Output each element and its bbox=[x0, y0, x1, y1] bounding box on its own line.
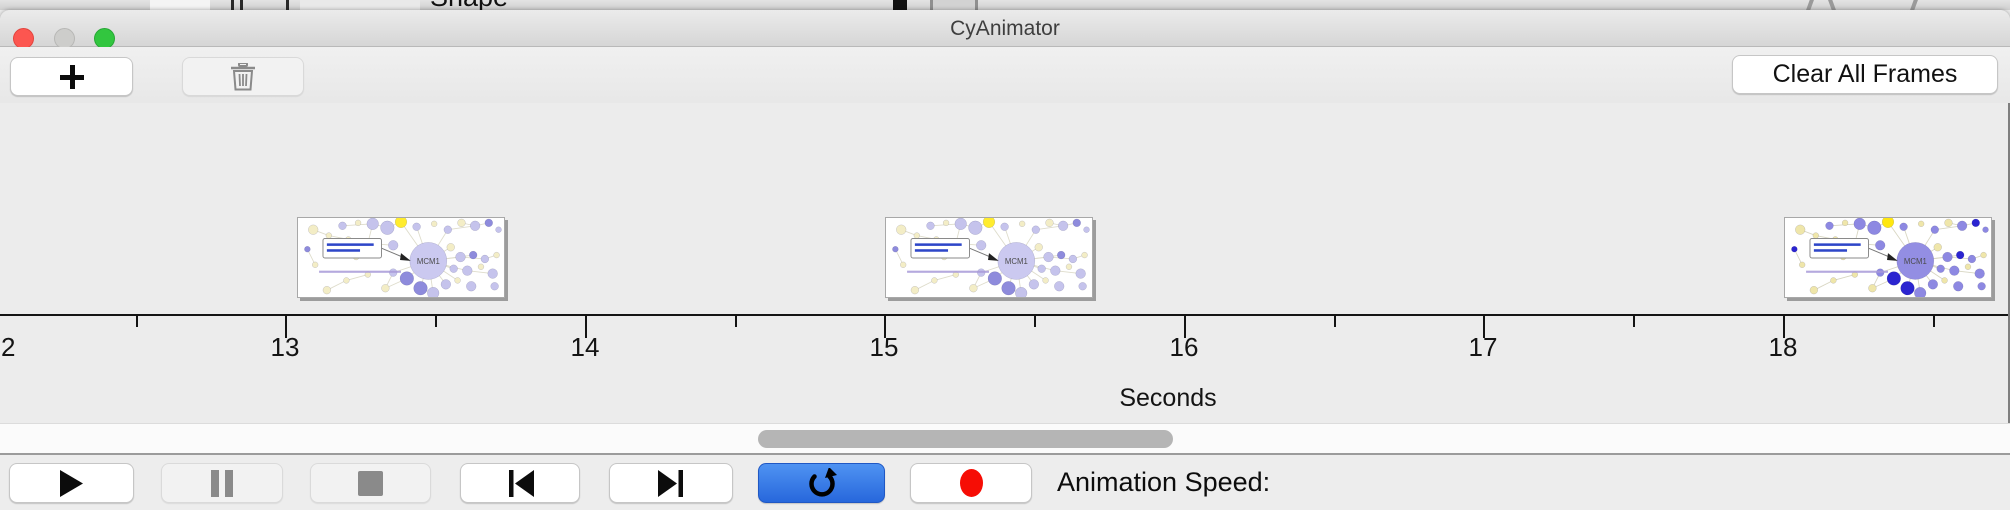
background-segment bbox=[300, 0, 420, 10]
frame-thumbnail-18s[interactable]: MCM1 bbox=[1784, 217, 1992, 298]
transport-bar: Animation Speed: bbox=[0, 453, 2010, 510]
animation-speed-label: Animation Speed: bbox=[1057, 467, 1271, 497]
background-divider bbox=[240, 0, 243, 10]
background-glyph bbox=[1805, 0, 1815, 10]
axis-tick bbox=[1633, 314, 1635, 327]
background-divider bbox=[286, 0, 289, 10]
play-button[interactable] bbox=[9, 463, 134, 503]
axis-tick-label: 16 bbox=[1169, 332, 1199, 362]
frame-toolbar: Clear All Frames bbox=[0, 47, 2010, 110]
play-icon bbox=[60, 469, 83, 497]
skip-to-end-button[interactable] bbox=[609, 463, 733, 503]
horizontal-scrollbar[interactable] bbox=[0, 423, 2010, 453]
title-bar[interactable]: CyAnimator bbox=[0, 10, 2010, 49]
frame-thumbnail-13s[interactable]: MCM1 bbox=[297, 217, 505, 298]
axis-tick bbox=[435, 314, 437, 327]
background-divider bbox=[231, 0, 234, 10]
background-glyph bbox=[1909, 0, 1919, 10]
delete-frame-button[interactable] bbox=[182, 57, 304, 96]
frame-thumbnail-15s[interactable]: MCM1 bbox=[885, 217, 1093, 298]
axis-tick bbox=[136, 314, 138, 327]
svg-text:MCM1: MCM1 bbox=[1904, 257, 1927, 266]
axis-tick bbox=[735, 314, 737, 327]
background-glyph bbox=[1827, 0, 1837, 10]
axis-tick bbox=[1933, 314, 1935, 327]
record-icon bbox=[959, 469, 983, 497]
pause-button[interactable] bbox=[161, 463, 283, 503]
svg-text:MCM1: MCM1 bbox=[417, 257, 440, 266]
add-frame-button[interactable] bbox=[10, 57, 133, 96]
skip-to-end-icon bbox=[657, 469, 683, 497]
axis-tick-label: 14 bbox=[570, 332, 600, 362]
pause-icon bbox=[210, 469, 233, 497]
axis-tick bbox=[1184, 314, 1186, 338]
axis-tick bbox=[285, 314, 287, 338]
background-shape-label: Shape bbox=[430, 0, 508, 10]
stop-button[interactable] bbox=[310, 463, 431, 503]
axis-tick-label: 17 bbox=[1468, 332, 1498, 362]
axis-tick bbox=[1334, 314, 1336, 327]
axis-tick-label: 12 bbox=[0, 332, 16, 362]
window-title: CyAnimator bbox=[950, 17, 1060, 40]
horizontal-scrollbar-thumb[interactable] bbox=[758, 430, 1173, 448]
svg-text:MCM1: MCM1 bbox=[1005, 257, 1028, 266]
loop-icon bbox=[808, 468, 837, 497]
axis-tick bbox=[1034, 314, 1036, 327]
axis-tick-label: 18 bbox=[1768, 332, 1798, 362]
loop-button[interactable] bbox=[758, 463, 885, 503]
clear-all-frames-label: Clear All Frames bbox=[1772, 60, 1958, 88]
axis-tick bbox=[1483, 314, 1485, 338]
background-glyph bbox=[893, 0, 907, 10]
skip-to-start-icon bbox=[508, 469, 534, 497]
axis-tick bbox=[1783, 314, 1785, 338]
background-segment bbox=[930, 0, 978, 10]
record-button[interactable] bbox=[910, 463, 1032, 503]
timeline-axis bbox=[0, 314, 2008, 316]
background-segment bbox=[150, 0, 210, 10]
stop-icon bbox=[358, 470, 383, 496]
timeline-panel[interactable]: 12 13 14 15 16 17 18 MCM1 MCM1 MCM1 Seconds bbox=[0, 103, 2010, 423]
trash-icon bbox=[231, 62, 255, 90]
background-window-strip: Shape bbox=[0, 0, 2010, 10]
axis-unit-label: Seconds bbox=[1119, 384, 1217, 412]
axis-tick bbox=[585, 314, 587, 338]
cyanimator-window: CyAnimator Clear All Frames bbox=[0, 10, 2010, 510]
clear-all-frames-button[interactable]: Clear All Frames bbox=[1732, 55, 1998, 94]
axis-tick-label: 15 bbox=[869, 332, 899, 362]
skip-to-start-button[interactable] bbox=[460, 463, 580, 503]
axis-tick bbox=[884, 314, 886, 338]
axis-tick-label: 13 bbox=[270, 332, 300, 362]
plus-icon bbox=[59, 64, 84, 89]
